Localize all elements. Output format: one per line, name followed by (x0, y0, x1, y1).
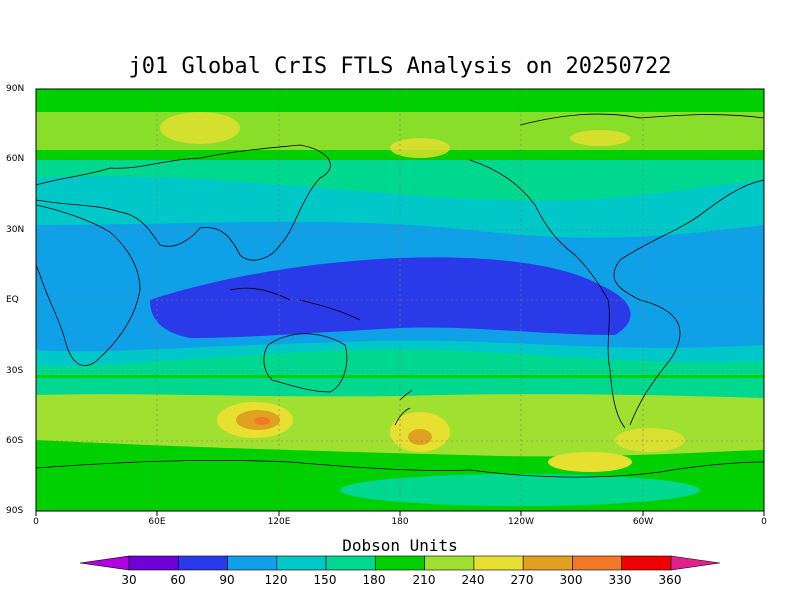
coast-americas-west (469, 159, 626, 429)
axis-ticks (35, 511, 765, 516)
colorbar-swatch (177, 555, 228, 571)
y-tick-label: EQ (6, 295, 19, 305)
coastlines (36, 113, 764, 478)
coast-nz (394, 389, 413, 426)
y-tick-label: 30N (6, 225, 25, 235)
tropical-low (150, 257, 631, 338)
x-tick-label: 60W (632, 517, 654, 527)
colorbar-swatch (128, 555, 179, 571)
x-tick-label: 0 (33, 517, 39, 527)
x-tick-label: 0 (761, 517, 767, 527)
colorbar-arrow-high (670, 555, 721, 571)
colorbar-label: 90 (219, 573, 235, 587)
colorbar-label: 270 (510, 573, 534, 587)
coast-maritime (229, 287, 361, 321)
high-c (548, 452, 632, 472)
north-high-a (160, 112, 240, 144)
coast-africa (36, 204, 141, 366)
colorbar-title: Dobson Units (342, 536, 458, 555)
north-high-b (390, 138, 450, 158)
colorbar-swatch (621, 555, 672, 571)
graticule (36, 89, 764, 511)
x-tick-label: 60E (148, 517, 166, 527)
high-d (615, 428, 685, 452)
colorbar-swatch (572, 555, 623, 571)
colorbar-label: 360 (658, 573, 682, 587)
coast-arctic (519, 113, 764, 126)
colorbar-swatch (473, 555, 524, 571)
colorbar-arrow-low (79, 555, 130, 571)
coast-australia (263, 333, 348, 393)
colorbar-label: 30 (121, 573, 137, 587)
map-title: j01 Global CrIS FTLS Analysis on 2025072… (128, 54, 672, 79)
coast-antarctica (36, 460, 764, 478)
colorbar-swatch (424, 555, 475, 571)
y-tick-label: 60S (6, 436, 24, 446)
y-tick-label: 90S (6, 506, 24, 516)
north-high-c (570, 130, 630, 146)
colorbar-swatch (227, 555, 278, 571)
colorbar-swatch (522, 555, 573, 571)
colorbar (79, 555, 721, 571)
x-tick-label: 120W (507, 517, 535, 527)
colorbar-label: 180 (362, 573, 386, 587)
colorbar-label: 300 (559, 573, 583, 587)
colorbar-label: 210 (412, 573, 436, 587)
y-tick-label: 60N (6, 154, 25, 164)
x-tick-label: 120E (267, 517, 291, 527)
high-b-core (408, 429, 432, 445)
colorbar-label: 60 (170, 573, 186, 587)
coast-eurasia (36, 144, 331, 261)
y-tick-label: 30S (6, 366, 24, 376)
polar-low (340, 474, 700, 506)
high-a-peak (254, 417, 270, 425)
colorbar-label: 150 (313, 573, 337, 587)
colorbar-label: 240 (461, 573, 485, 587)
y-tick-label: 90N (6, 84, 25, 94)
colorbar-swatch (276, 555, 327, 571)
x-tick-label: 180 (391, 517, 409, 527)
colorbar-label: 330 (608, 573, 632, 587)
colorbar-swatch (375, 555, 425, 571)
colorbar-label: 120 (264, 573, 288, 587)
colorbar-swatch (325, 555, 376, 571)
coast-americas-east (613, 179, 764, 426)
